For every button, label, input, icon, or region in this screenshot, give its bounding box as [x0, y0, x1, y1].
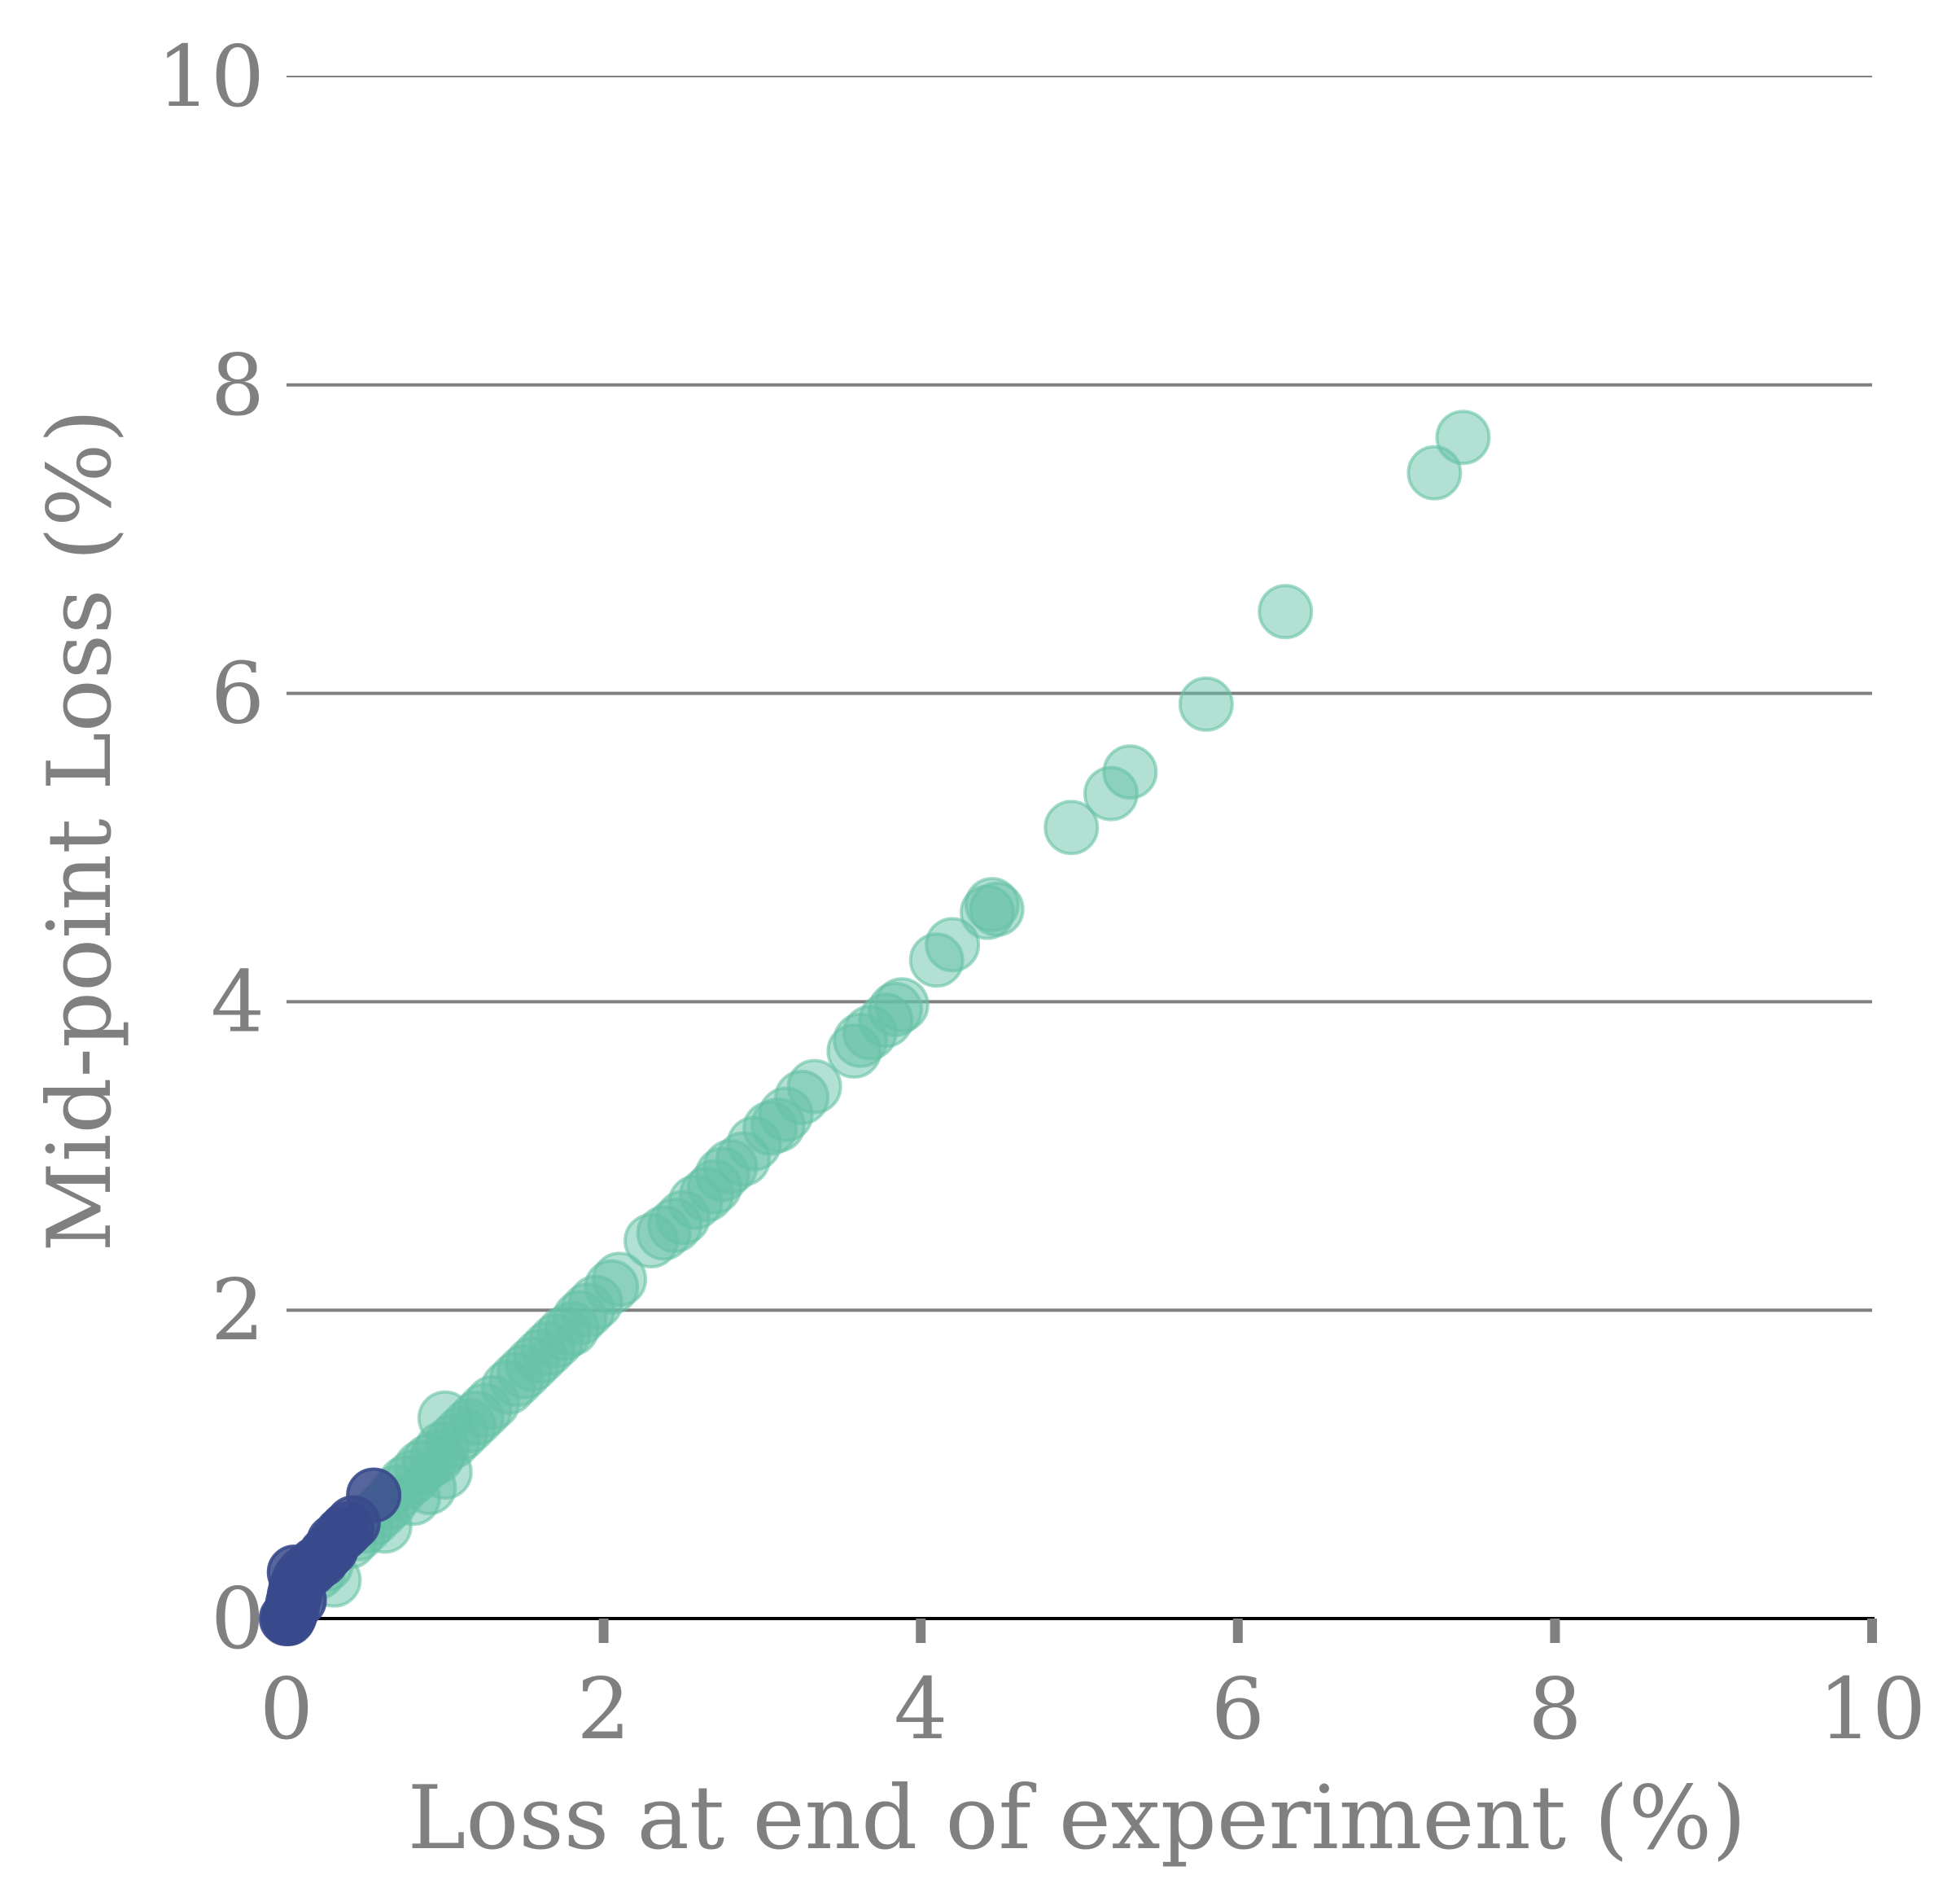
y-tick-label: 2 [211, 1260, 265, 1360]
grid-lines [287, 76, 1872, 1312]
scatter-point [1083, 765, 1139, 821]
y-tick-label: 10 [157, 27, 265, 126]
axes [282, 1617, 1877, 1643]
x-tick-label: 8 [1528, 1659, 1582, 1759]
x-axis-label: Loss at end of experiment (%) [408, 1768, 1747, 1869]
x-tick-label: 10 [1818, 1659, 1926, 1759]
x-tick-label: 0 [260, 1659, 313, 1759]
y-axis-label: Mid-point Loss (%) [29, 409, 131, 1252]
x-tick-label: 4 [894, 1659, 947, 1759]
tick-labels: 0 2 4 6 8 10 0 2 4 6 8 10 [157, 27, 1927, 1759]
x-tick-label: 6 [1211, 1659, 1265, 1759]
y-tick-label: 8 [211, 335, 265, 435]
scatter-point [1043, 800, 1100, 856]
scatter-point [1178, 676, 1234, 732]
data-points [259, 410, 1491, 1646]
y-tick-label: 0 [211, 1569, 265, 1668]
x-tick-label: 2 [577, 1659, 631, 1759]
scatter-point [1407, 445, 1463, 501]
scatter-point [960, 884, 1016, 940]
scatter-point [623, 1212, 680, 1268]
scatter-point [271, 1572, 327, 1628]
y-tick-label: 4 [211, 952, 265, 1051]
scatter-point [908, 932, 965, 988]
y-tick-label: 6 [211, 644, 265, 743]
scatter-point [1258, 584, 1314, 640]
scatter-point [826, 1023, 882, 1080]
